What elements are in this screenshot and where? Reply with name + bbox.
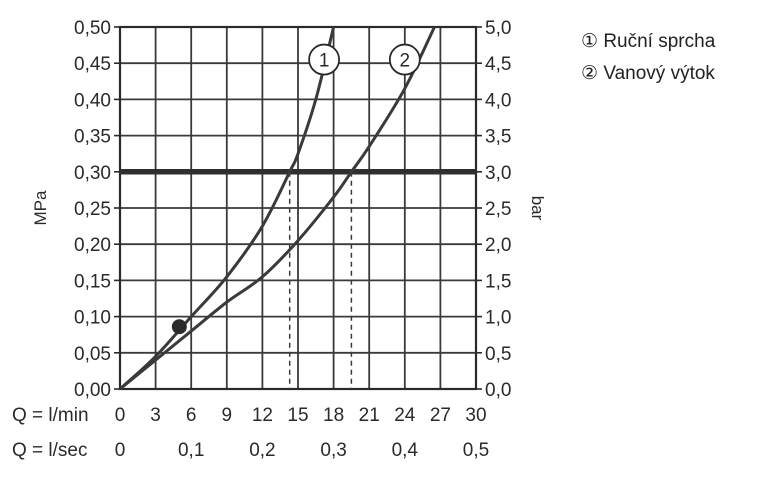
series-label-2: 2: [400, 51, 411, 72]
y-tick-label-mpa: 0,00: [74, 380, 111, 401]
y-tick-label-bar: 3,5: [485, 127, 511, 148]
series-line-1: [118, 26, 336, 391]
x-tick-label-lmin: 9: [222, 405, 233, 426]
operating-point: [171, 319, 187, 335]
x-axis-label-lmin: Q = l/min: [12, 405, 89, 426]
x-tick-label-lmin: 27: [430, 405, 451, 426]
legend-item-1: ① Ruční sprcha: [581, 26, 715, 58]
y-tick-label-mpa: 0,40: [74, 90, 111, 111]
y-tick-label-mpa: 0,10: [74, 308, 111, 329]
legend-symbol-1: ①: [581, 31, 599, 52]
y-tick-label-mpa: 0,50: [74, 18, 111, 39]
y-tick-label-mpa: 0,30: [74, 163, 111, 184]
x-tick-label-lsec: 0,3: [320, 440, 346, 461]
series-label-1: 1: [319, 51, 330, 72]
y-tick-label-mpa: 0,25: [74, 199, 111, 220]
y-tick-label-bar: 3,0: [485, 163, 511, 184]
series-label-circle-2: [388, 43, 421, 76]
y-tick-label-bar: 2,0: [485, 235, 511, 256]
legend-label-2: Vanový výtok: [603, 63, 715, 84]
y-tick-label-mpa: 0,15: [74, 271, 111, 292]
x-tick-label-lsec: 0,2: [249, 440, 275, 461]
x-tick-label-lmin: 15: [287, 405, 308, 426]
x-tick-label-lmin: 6: [186, 405, 197, 426]
series-line-2: [119, 26, 436, 391]
x-tick-label-lmin: 12: [252, 405, 273, 426]
y-tick-label-bar: 4,5: [485, 54, 511, 75]
x-tick-label-lmin: 30: [465, 405, 486, 426]
x-tick-label-lsec: 0: [115, 440, 126, 461]
x-tick-label-lsec: 0,1: [178, 440, 204, 461]
x-tick-label-lmin: 3: [150, 405, 161, 426]
x-tick-label-lmin: 18: [323, 405, 344, 426]
y-tick-label-mpa: 0,20: [74, 235, 111, 256]
y-axis-title-right: bar: [528, 196, 547, 221]
series-label-circle-1: [308, 43, 341, 76]
x-tick-label-lsec: 0,5: [463, 440, 489, 461]
y-tick-label-bar: 0,0: [485, 380, 511, 401]
y-tick-label-bar: 2,5: [485, 199, 511, 220]
y-tick-label-mpa: 0,45: [74, 54, 111, 75]
x-tick-label-lsec: 0,4: [392, 440, 419, 461]
y-tick-label-bar: 5,0: [485, 18, 511, 39]
legend-symbol-2: ②: [581, 63, 599, 84]
y-tick-label-mpa: 0,35: [74, 127, 111, 148]
legend-item-2: ② Vanový výtok: [581, 58, 715, 90]
x-tick-label-lmin: 21: [359, 405, 380, 426]
y-tick-label-mpa: 0,05: [74, 344, 111, 365]
y-axis-title-left: MPa: [31, 190, 50, 226]
legend-label-1: Ruční sprcha: [603, 31, 716, 52]
y-tick-label-bar: 1,5: [485, 271, 511, 292]
y-tick-label-bar: 0,5: [485, 344, 511, 365]
y-tick-label-bar: 1,0: [485, 308, 511, 329]
x-axis-label-lsec: Q = l/sec: [12, 440, 88, 461]
x-tick-label-lmin: 0: [115, 405, 126, 426]
x-tick-label-lmin: 24: [394, 405, 416, 426]
y-tick-label-bar: 4,0: [485, 90, 511, 111]
chart-legend: ① Ruční sprcha ② Vanový výtok: [581, 26, 715, 90]
